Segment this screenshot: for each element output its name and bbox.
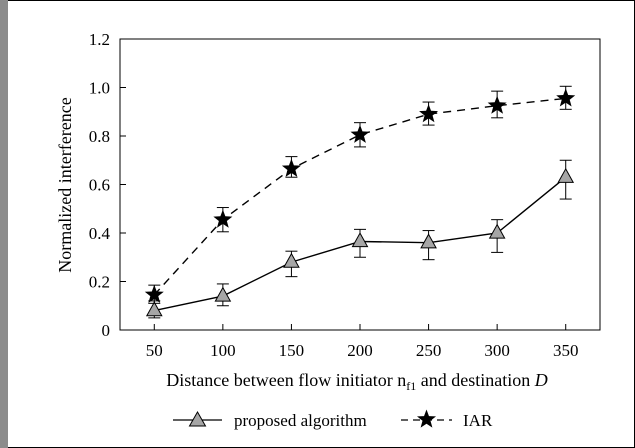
y-tick-label: 1.0	[89, 79, 110, 98]
triangle-marker	[214, 286, 232, 302]
legend-star-marker	[416, 409, 437, 428]
x-axis-label-subscript: f1	[406, 379, 416, 393]
triangle-marker	[351, 232, 369, 248]
x-tick-label: 300	[484, 341, 510, 360]
star-marker	[213, 209, 233, 228]
x-tick-label: 200	[347, 341, 373, 360]
triangle-marker	[557, 167, 575, 183]
star-marker	[350, 124, 370, 143]
y-tick-label: 0.4	[89, 224, 111, 243]
x-axis-label-mid: and destination	[416, 370, 534, 390]
star-marker	[419, 104, 439, 123]
x-tick-label: 250	[416, 341, 442, 360]
x-tick-label: 100	[210, 341, 236, 360]
x-ticks: 50 100 150 200 250 300 350	[146, 324, 579, 360]
plot-area-border	[119, 38, 601, 331]
left-margin-bar	[0, 0, 8, 448]
series-iar	[144, 85, 576, 304]
x-tick-label: 50	[146, 341, 163, 360]
series-proposed	[145, 159, 575, 319]
y-ticks: 0 0.2 0.4 0.6 0.8 1.0 1.2	[89, 30, 126, 340]
x-tick-label: 150	[279, 341, 305, 360]
triangle-marker	[488, 223, 506, 239]
legend-label-iar: IAR	[463, 411, 493, 430]
legend-label-proposed: proposed algorithm	[234, 411, 367, 430]
y-tick-label: 0.8	[89, 127, 110, 146]
x-axis-label-end: D	[534, 370, 548, 390]
series-layer	[144, 85, 576, 319]
star-marker	[556, 88, 576, 107]
star-marker	[487, 95, 507, 114]
triangle-marker	[283, 252, 300, 268]
legend: proposed algorithm IAR	[173, 409, 493, 430]
y-tick-label: 0.2	[89, 273, 110, 292]
x-tick-label: 350	[553, 341, 579, 360]
legend-triangle-marker	[188, 410, 207, 427]
legend-item-proposed: proposed algorithm	[173, 410, 367, 430]
axes	[119, 38, 601, 331]
y-tick-label: 1.2	[89, 30, 110, 49]
star-marker	[144, 284, 164, 303]
x-axis-label-main: Distance between flow initiator n	[166, 370, 406, 390]
triangle-marker	[420, 233, 437, 249]
y-tick-label: 0	[102, 321, 111, 340]
y-tick-label: 0.6	[89, 176, 110, 195]
x-axis-label: Distance between flow initiator nf1 and …	[166, 370, 547, 393]
legend-item-iar: IAR	[401, 409, 493, 430]
star-marker	[281, 158, 301, 177]
y-axis-label: Normalized interference	[55, 97, 75, 272]
triangle-marker	[145, 301, 163, 317]
